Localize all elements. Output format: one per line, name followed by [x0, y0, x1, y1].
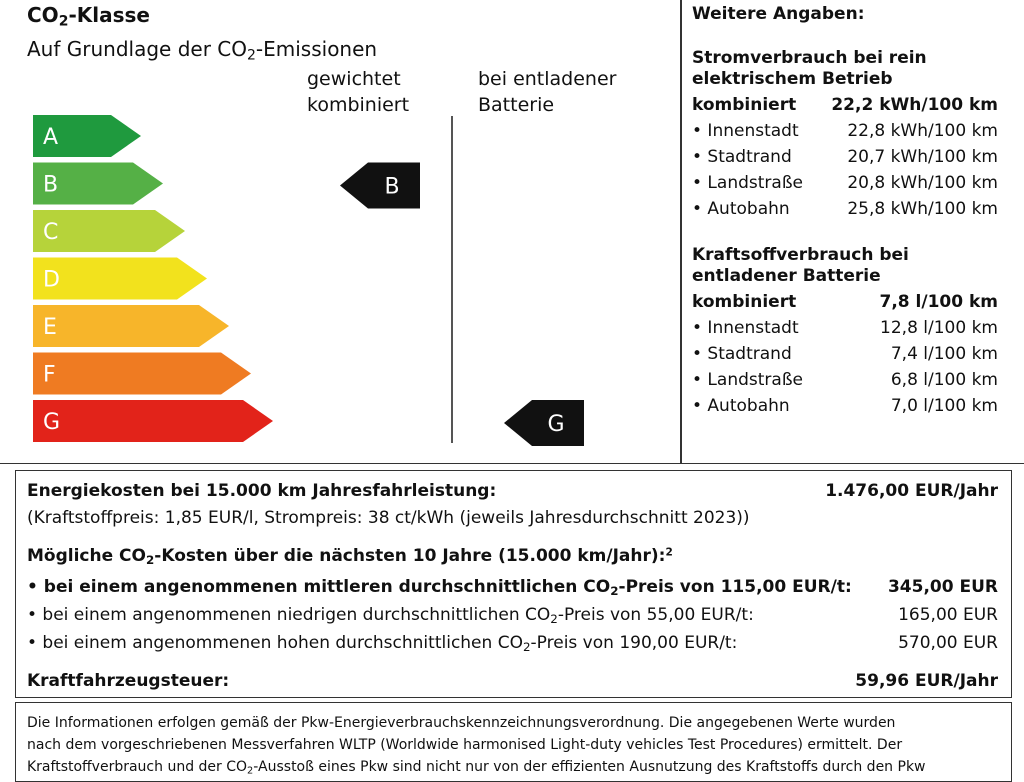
- fuel-row-label: • Landstraße: [692, 370, 803, 390]
- fuel-heading-line1: Kraftsoffverbrauch bei: [692, 245, 909, 265]
- discharged-class-marker: G: [504, 400, 584, 446]
- electric-combined-value: 22,2 kWh/100 km: [831, 95, 998, 115]
- weighted-class-marker-letter: B: [384, 175, 399, 200]
- scale-letter-b: B: [43, 173, 58, 198]
- co2-heading-sub: 2: [145, 552, 155, 567]
- electric-row-value: 22,8 kWh/100 km: [847, 121, 998, 141]
- title-sub: 2: [58, 13, 69, 30]
- col2-line1: bei entladener: [478, 68, 617, 90]
- co2-cost-high-label: • bei einem angenommenen hohen durchschn…: [27, 632, 737, 654]
- low-prefix: • bei einem angenommenen niedrigen durch…: [27, 605, 551, 625]
- fuel-row-value: 12,8 l/100 km: [880, 318, 998, 338]
- fuel-combined-value: 7,8 l/100 km: [879, 292, 999, 312]
- low-suffix: -Preis von 55,00 EUR/t:: [557, 605, 754, 625]
- column-weighted-header: gewichtet kombiniert: [307, 66, 409, 118]
- fuel-row-value: 7,4 l/100 km: [890, 344, 998, 364]
- subtitle-prefix: Auf Grundlage der CO: [27, 37, 247, 61]
- footer-line3-suffix: -Ausstoß eines Pkw sind nicht nur von de…: [253, 759, 926, 775]
- co2-heading-suffix: -Kosten über die nächsten 10 Jahre (15.0…: [154, 546, 666, 566]
- title-suffix: -Klasse: [68, 3, 150, 27]
- col1-line1: gewichtet: [307, 68, 401, 90]
- column-discharged-header: bei entladener Batterie: [478, 66, 616, 118]
- scale-bar-b: B: [33, 162, 163, 205]
- scale-bar-a: A: [33, 115, 141, 157]
- co2-heading-prefix: Mögliche CO: [27, 546, 146, 566]
- electric-row-label: • Stadtrand: [692, 147, 792, 167]
- high-prefix: • bei einem angenommenen hohen durchschn…: [27, 633, 523, 653]
- fuel-row-label: • Innenstadt: [692, 318, 799, 338]
- fuel-row-value: 7,0 l/100 km: [890, 396, 998, 416]
- scale-bar-f: F: [33, 352, 251, 395]
- further-info-box: [681, 0, 1024, 464]
- fuel-row-value: 6,8 l/100 km: [890, 370, 998, 390]
- co2-cost-mid-label: • bei einem angenommenen mittleren durch…: [27, 576, 852, 598]
- mid-sub: 2: [610, 583, 619, 598]
- co2-cost-mid-value: 345,00 EUR: [887, 577, 998, 597]
- high-sub: 2: [522, 639, 531, 654]
- electric-row-label: • Landstraße: [692, 173, 803, 193]
- co2-class-subtitle: Auf Grundlage der CO2-Emissionen: [27, 37, 378, 64]
- footer-line3-prefix: Kraftstoffverbrauch und der CO: [27, 759, 248, 775]
- scale-letter-f: F: [43, 363, 56, 388]
- electric-combined-label: kombiniert: [692, 95, 797, 115]
- mid-suffix: -Preis von 115,00 EUR/t:: [618, 577, 852, 597]
- discharged-class-marker-letter: G: [547, 412, 564, 437]
- low-sub: 2: [550, 611, 558, 626]
- col1-line2: kombiniert: [307, 94, 410, 116]
- scale-bar-e: E: [33, 305, 229, 347]
- electric-row-label: • Innenstadt: [692, 121, 799, 141]
- column-divider: [451, 116, 453, 443]
- scale-letter-g: G: [43, 410, 60, 435]
- footer-line3: Kraftstoffverbrauch und der CO2-Ausstoß …: [27, 756, 987, 778]
- scale-bar-d: D: [33, 257, 207, 300]
- subtitle-suffix: -Emissionen: [255, 37, 378, 61]
- vehicle-tax-value: 59,96 EUR/Jahr: [855, 671, 998, 691]
- co2-class-box: [0, 0, 681, 464]
- subtitle-sub: 2: [246, 47, 256, 64]
- electric-row-value: 25,8 kWh/100 km: [847, 199, 998, 219]
- mid-prefix: • bei einem angenommenen mittleren durch…: [27, 577, 611, 597]
- weighted-class-marker: B: [340, 162, 420, 209]
- footer-line1: Die Informationen erfolgen gemäß der Pkw…: [27, 715, 896, 731]
- co2-costs-heading-text: Mögliche CO2-Kosten über die nächsten 10…: [27, 545, 673, 567]
- energy-costs-value: 1.476,00 EUR/Jahr: [825, 481, 998, 501]
- further-heading: Weitere Angaben:: [692, 4, 865, 24]
- co2-cost-low-label: • bei einem angenommenen niedrigen durch…: [27, 604, 754, 626]
- scale-letter-a: A: [43, 125, 58, 150]
- fuel-row-label: • Stadtrand: [692, 344, 792, 364]
- vehicle-tax-label: Kraftfahrzeugsteuer:: [27, 671, 230, 691]
- electric-heading-line1: Stromverbrauch bei rein: [692, 48, 927, 68]
- co2-cost-high-value: 570,00 EUR: [898, 633, 998, 653]
- fuel-heading-line2: entladener Batterie: [692, 266, 881, 286]
- energy-note: (Kraftstoffpreis: 1,85 EUR/l, Strompreis…: [27, 508, 750, 528]
- co2-class-title: CO2-Klasse: [27, 3, 150, 30]
- costs-box: [15, 470, 1012, 698]
- energy-costs-label: Energiekosten bei 15.000 km Jahresfahrle…: [27, 481, 497, 501]
- col2-line2: Batterie: [478, 94, 555, 116]
- scale-bar-c: C: [33, 210, 185, 252]
- electric-row-value: 20,7 kWh/100 km: [847, 147, 998, 167]
- scale-letter-d: D: [43, 268, 60, 293]
- electric-heading: Stromverbrauch bei rein elektrischem Bet…: [692, 48, 927, 90]
- fuel-row-label: • Autobahn: [692, 396, 790, 416]
- high-suffix: -Preis von 190,00 EUR/t:: [530, 633, 738, 653]
- scale-letter-e: E: [43, 315, 57, 340]
- fuel-heading: Kraftsoffverbrauch bei entladener Batter…: [692, 245, 909, 287]
- footnote-marker: 2: [665, 546, 673, 559]
- footer-text: Die Informationen erfolgen gemäß der Pkw…: [27, 712, 987, 778]
- scale-bar-g: G: [33, 400, 273, 442]
- electric-heading-line2: elektrischem Betrieb: [692, 69, 893, 89]
- fuel-combined-label: kombiniert: [692, 292, 797, 312]
- footer-line2: nach dem vorgeschriebenen Messverfahren …: [27, 737, 903, 753]
- electric-row-value: 20,8 kWh/100 km: [847, 173, 998, 193]
- co2-cost-low-value: 165,00 EUR: [898, 605, 998, 625]
- title-prefix: CO: [27, 3, 59, 27]
- scale-letter-c: C: [43, 220, 58, 245]
- electric-row-label: • Autobahn: [692, 199, 790, 219]
